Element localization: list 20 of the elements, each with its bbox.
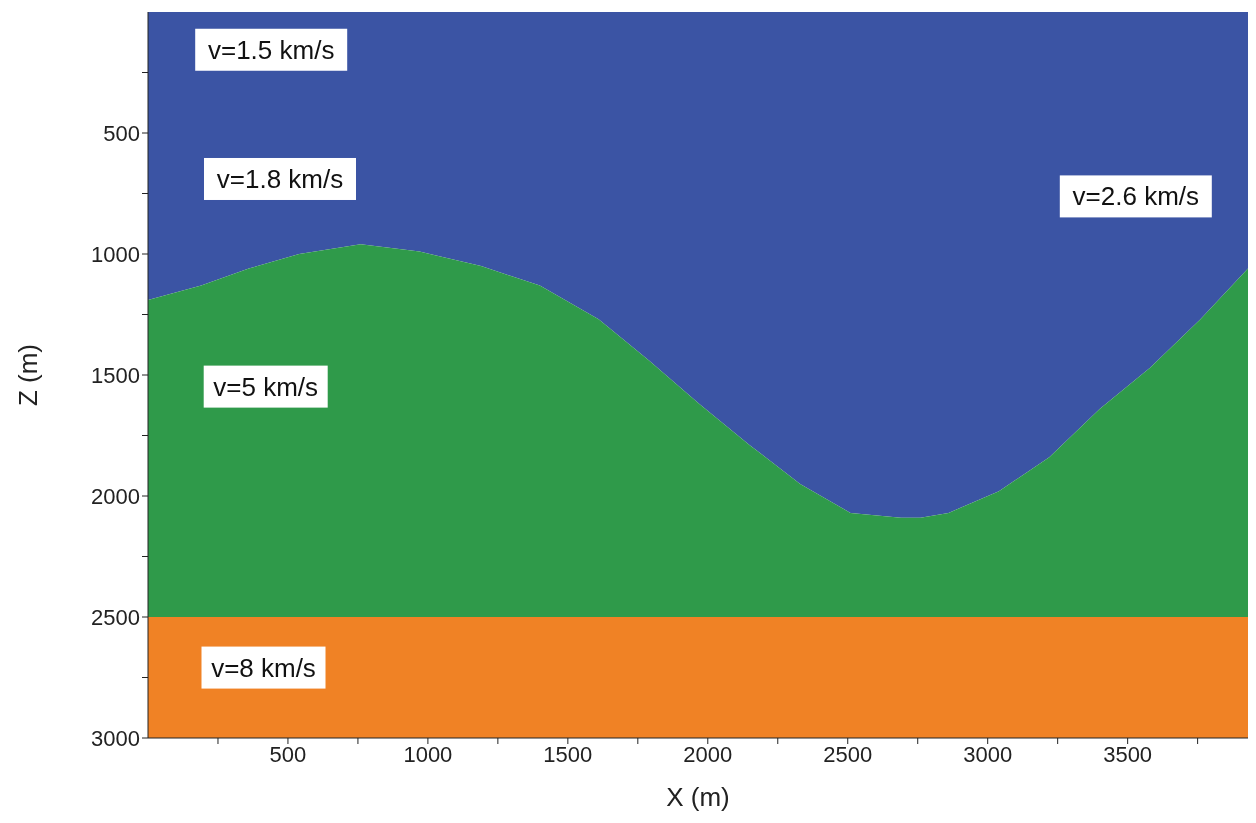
x-axis-title: X (m) — [666, 782, 730, 812]
x-tick-label: 2500 — [823, 741, 873, 767]
x-tick-label: 1000 — [403, 741, 453, 767]
y-tick-label: 2000 — [91, 483, 140, 509]
y-tick-label: 1000 — [91, 241, 140, 267]
annotation: v=1.5 km/s — [207, 34, 335, 65]
y-axis-title: Z (m) — [13, 343, 44, 407]
y-tick-label: 1500 — [91, 362, 140, 388]
y-tick-label: 3000 — [91, 725, 140, 751]
y-tick-label: 500 — [103, 120, 140, 146]
annotation: v=2.6 km/s — [1072, 181, 1200, 212]
annotation: v=8 km/s — [211, 652, 316, 683]
x-tick-label: 1500 — [543, 741, 593, 767]
x-tick-label: 3000 — [963, 741, 1013, 767]
x-tick-label: 3500 — [1103, 741, 1153, 767]
annotation: v=5 km/s — [213, 371, 319, 402]
annotation: v=1.8 km/s — [216, 163, 344, 194]
x-tick-label: 500 — [269, 741, 307, 767]
x-tick-label: 2000 — [683, 741, 733, 767]
y-tick-label: 2500 — [91, 604, 140, 630]
